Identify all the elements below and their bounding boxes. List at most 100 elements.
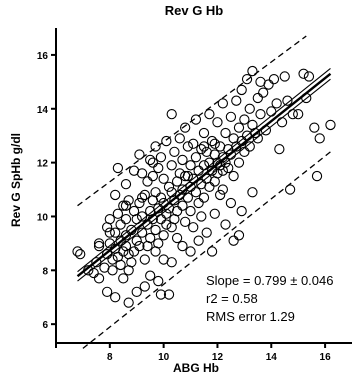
data-point: [190, 114, 202, 125]
data-point: [185, 246, 196, 257]
data-points: [72, 65, 336, 308]
data-point: [233, 230, 245, 241]
data-point: [279, 71, 290, 82]
data-point: [298, 68, 309, 79]
data-point: [206, 135, 218, 147]
data-point: [233, 122, 245, 133]
data-point: [217, 98, 228, 109]
data-point: [118, 200, 129, 211]
data-point: [276, 117, 288, 128]
data-point: [225, 197, 237, 209]
data-point: [155, 214, 167, 225]
data-point: [231, 95, 242, 106]
data-point: [236, 84, 247, 96]
data-point: [153, 275, 164, 287]
data-point: [91, 257, 102, 268]
x-tick-label: 10: [158, 352, 170, 363]
data-point: [182, 141, 194, 152]
data-point: [134, 240, 145, 252]
data-point: [158, 197, 169, 209]
data-point: [169, 146, 180, 157]
data-point: [274, 144, 285, 155]
data-point: [107, 254, 118, 265]
data-point: [271, 98, 282, 109]
data-point: [120, 179, 132, 190]
data-point: [244, 103, 255, 114]
data-point: [136, 168, 148, 179]
data-point: [239, 114, 250, 125]
data-point: [260, 125, 272, 136]
data-point: [120, 200, 132, 211]
annotation-rms-error: RMS error 1.29: [206, 309, 295, 324]
data-point: [301, 92, 312, 104]
data-point: [171, 232, 183, 244]
data-point: [145, 232, 156, 244]
data-point: [220, 157, 231, 168]
data-point: [153, 238, 164, 249]
data-point: [249, 127, 261, 139]
data-point: [244, 141, 255, 152]
data-point: [217, 184, 228, 195]
data-point: [104, 238, 115, 249]
data-point: [180, 122, 191, 133]
data-point: [236, 205, 247, 217]
data-point: [104, 227, 115, 238]
data-point: [115, 219, 126, 230]
data-point: [88, 267, 99, 279]
x-axis-label: ABG Hb: [173, 361, 219, 375]
data-point: [201, 227, 212, 238]
data-point: [93, 273, 105, 284]
data-point: [293, 109, 304, 120]
data-point: [83, 265, 94, 276]
data-point: [150, 141, 161, 152]
data-point: [220, 127, 231, 139]
data-point: [198, 141, 210, 152]
data-point: [93, 238, 105, 249]
data-point: [139, 254, 150, 265]
data-point: [223, 162, 234, 174]
y-axis-label: Rev G SpHb g/dl: [9, 133, 23, 227]
data-point: [198, 127, 210, 139]
data-point: [145, 154, 156, 166]
data-point: [225, 111, 237, 122]
data-point: [120, 214, 132, 225]
data-point: [155, 192, 167, 203]
data-point: [325, 119, 336, 131]
data-point: [228, 170, 239, 182]
y-tick-label: 16: [37, 51, 49, 62]
data-point: [139, 189, 150, 201]
data-point: [268, 74, 280, 85]
data-point: [193, 197, 204, 209]
data-point: [188, 222, 199, 233]
data-point: [196, 211, 207, 222]
data-point: [134, 149, 145, 160]
data-point: [155, 289, 167, 300]
data-point: [174, 133, 185, 144]
data-point: [153, 162, 164, 174]
data-point: [206, 246, 218, 257]
data-point: [266, 106, 277, 117]
data-point: [131, 286, 142, 297]
data-point: [263, 79, 274, 90]
data-point: [163, 289, 175, 300]
data-point: [93, 240, 105, 252]
data-point: [190, 152, 202, 163]
data-point: [228, 235, 239, 246]
data-point: [311, 170, 323, 182]
data-point: [147, 157, 159, 168]
data-point: [180, 216, 191, 227]
data-point: [120, 230, 132, 241]
data-point: [198, 192, 210, 203]
data-point: [171, 205, 183, 217]
data-point: [150, 224, 161, 236]
y-tick-label: 10: [37, 212, 49, 223]
data-point: [158, 230, 169, 241]
data-point: [128, 246, 140, 257]
data-point: [284, 184, 296, 195]
data-point: [182, 170, 194, 182]
data-point: [177, 200, 188, 211]
data-point: [166, 109, 177, 120]
data-point: [196, 144, 207, 155]
data-point: [101, 286, 113, 297]
data-point: [255, 109, 266, 120]
